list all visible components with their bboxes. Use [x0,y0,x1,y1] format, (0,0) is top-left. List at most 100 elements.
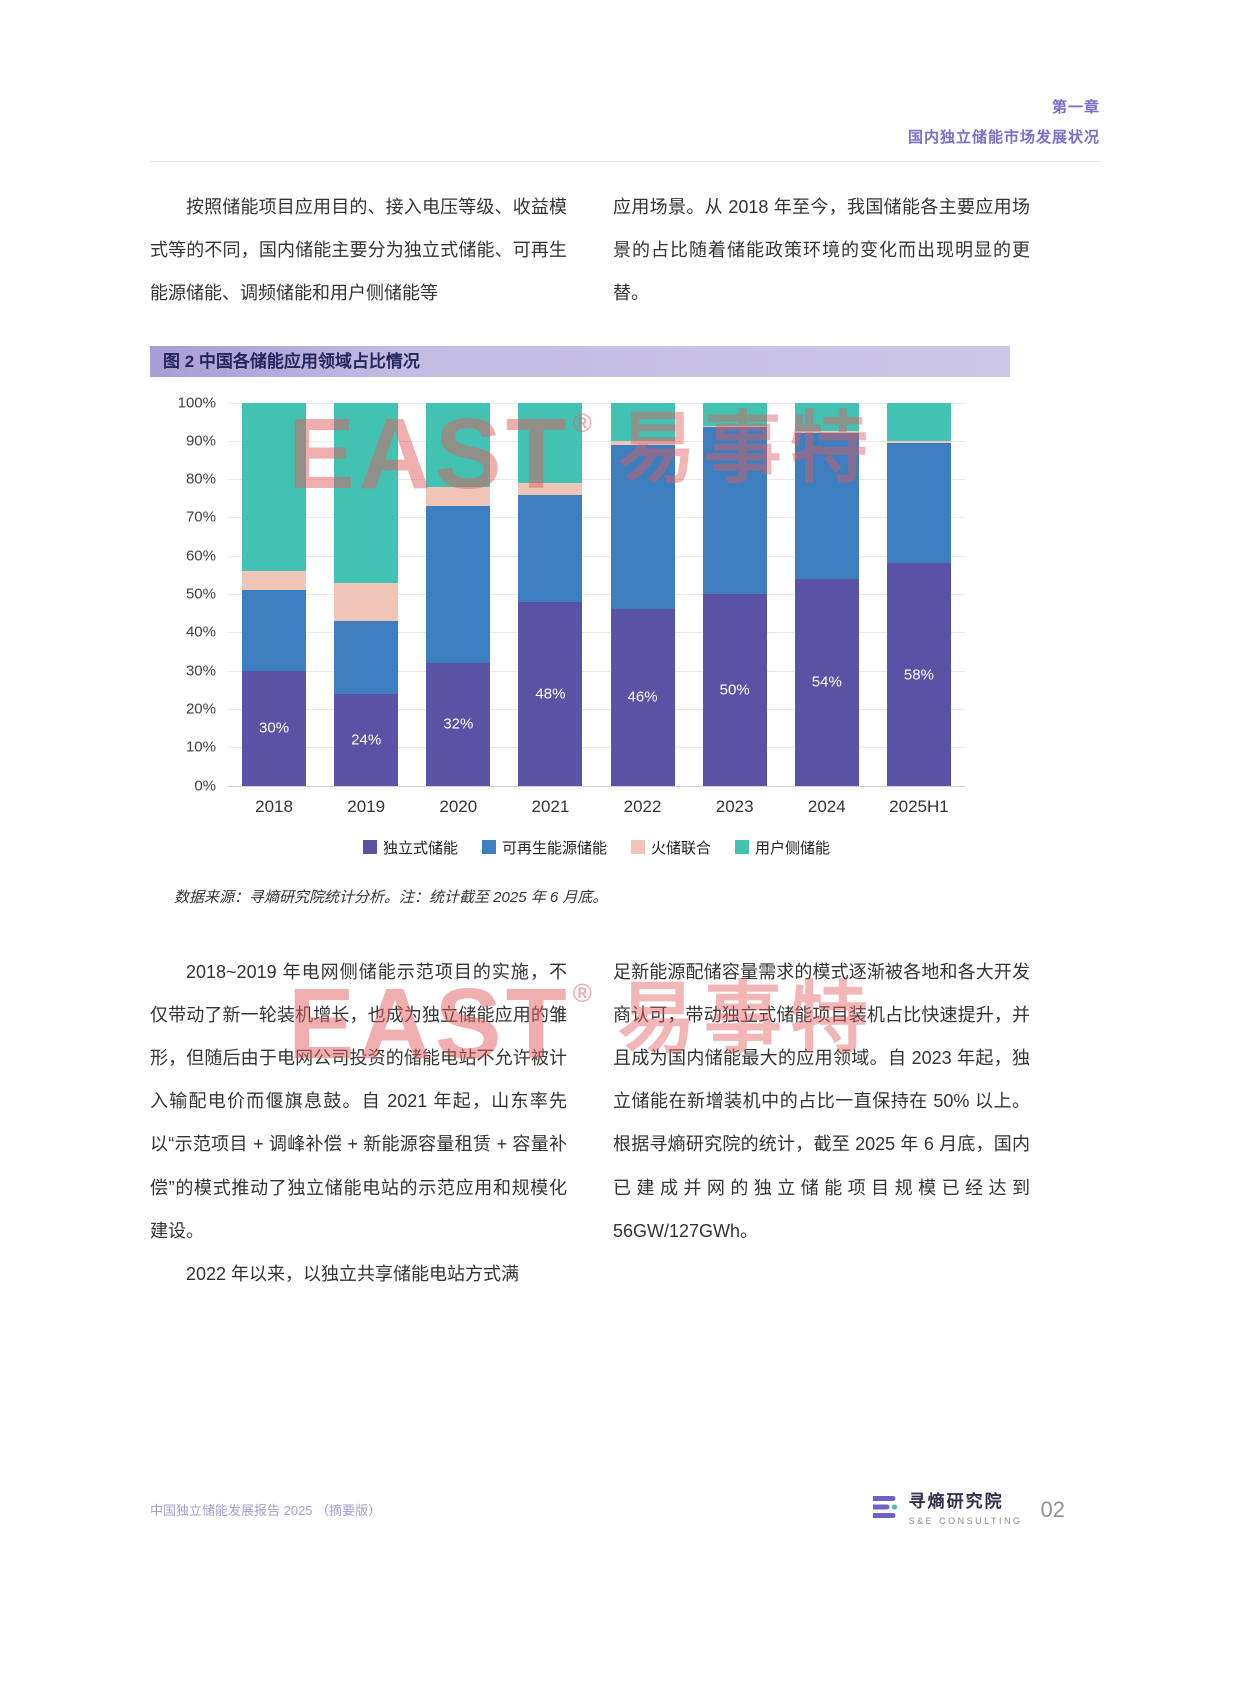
bar-segment [334,582,399,621]
stacked-bar-2025H1: 58% [886,402,951,786]
bar-slot: 58% [873,402,965,786]
bar-segment [426,506,491,664]
body-right-column: 足新能源配储容量需求的模式逐渐被各地和各大开发商认可，带动独立式储能项目装机占比… [613,951,1030,1297]
bar-value-label: 46% [627,688,658,706]
stacked-bar-2021: 48% [518,402,583,786]
bar-segment [702,427,767,595]
gridline [228,517,965,519]
bar-segment [610,402,675,441]
source-note: 数据来源：寻熵研究院统计分析。注：统计截至 2025 年 6 月底。 [174,888,608,906]
bar-segment [242,590,307,671]
gridline [228,708,965,710]
chart-bars: 30% 24% 32% 48% 46% 50% 54% 58% [228,402,965,786]
chart-plot: 30% 24% 32% 48% 46% 50% 54% 58% [228,402,965,787]
x-axis-label: 2025H1 [889,796,949,816]
stacked-bar-2023: 50% [702,402,767,786]
intro-paragraph-right: 应用场景。从 2018 年至今，我国储能各主要应用场景的占比随着储能政策环境的变… [613,197,1030,304]
bar-value-label: 32% [443,715,474,733]
y-axis-spacer [150,797,228,817]
legend-item: 独立式储能 [362,837,458,858]
intro-right-column: 应用场景。从 2018 年至今，我国储能各主要应用场景的占比随着储能政策环境的变… [613,186,1030,316]
legend-swatch [481,840,496,855]
y-tick-label: 70% [185,508,216,526]
gridline [228,479,965,481]
bar-slot: 50% [689,402,781,786]
chart-legend: 独立式储能 可再生能源储能 火储联合 用户侧储能 [228,837,1010,858]
stacked-bar-2018: 30% [242,402,307,786]
bar-segment: 50% [702,594,767,786]
brand-subtitle: S&E CONSULTING [908,1515,1023,1526]
legend-item: 用户侧储能 [735,837,830,858]
y-tick-label: 60% [185,547,216,565]
gridline [228,785,965,787]
bar-segment [702,425,767,428]
bar-segment [886,442,951,564]
bar-value-label: 48% [535,685,566,703]
legend-label: 用户侧储能 [755,839,831,857]
bar-slot: 54% [781,402,873,786]
legend-item: 可再生能源储能 [481,837,607,858]
legend-label: 火储联合 [651,839,712,857]
legend-label: 可再生能源储能 [501,839,607,857]
y-tick-label: 20% [185,700,216,718]
gridline [228,670,965,672]
gridline [228,440,965,442]
bar-segment [426,486,491,506]
y-tick-label: 80% [185,470,216,488]
chapter-title: 国内独立储能市场发展状况 [907,129,1100,146]
bar-segment [334,620,399,694]
bar-segment [426,402,491,487]
brand-logo-icon [869,1492,899,1527]
bar-segment: 48% [518,601,583,786]
gridline [228,632,965,634]
body-paragraph-1: 2018~2019 年电网侧储能示范项目的实施，不仅带动了新一轮装机增长，也成为… [150,961,567,1241]
figure-title-bar: 图 2 中国各储能应用领域占比情况 [150,345,1010,377]
bar-slot: 48% [504,402,596,786]
body-left-column: 2018~2019 年电网侧储能示范项目的实施，不仅带动了新一轮装机增长，也成为… [150,951,567,1297]
legend-swatch [735,840,750,855]
bar-value-label: 58% [903,666,934,683]
bar-slot: 30% [228,402,320,786]
bar-value-label: 54% [811,673,842,691]
stacked-bar-2024: 54% [794,402,859,786]
bar-segment [242,402,307,572]
legend-swatch [631,840,645,855]
header-divider [150,161,1100,162]
bar-segment [242,571,307,591]
bar-segment [334,402,399,583]
chart-y-axis: 100% 90% 80% 70% 60% 50% 40% 30% 20% 10% 0% [150,394,228,794]
bar-segment [702,402,767,426]
page-number: 02 [1040,1496,1065,1522]
x-axis-label: 2019 [347,796,386,816]
bar-segment [886,402,951,441]
bar-segment [794,431,859,434]
intro-section: 按照储能项目应用目的、接入电压等级、收益模式等的不同，国内储能主要分为独立式储能… [150,186,1030,316]
y-tick-label: 90% [185,432,216,450]
bar-value-label: 30% [259,719,290,737]
bar-segment [794,433,859,579]
bar-segment [886,440,951,443]
bar-segment: 32% [426,663,491,786]
footer-report-title: 中国独立储能发展报告 2025 （摘要版） [150,1503,382,1518]
body-paragraph-2: 2022 年以来，以独立共享储能电站方式满 [186,1263,520,1284]
bar-slot: 24% [320,402,412,786]
bar-value-label: 50% [719,681,750,699]
stacked-bar-2022: 46% [610,402,675,786]
body-section: 2018~2019 年电网侧储能示范项目的实施，不仅带动了新一轮装机增长，也成为… [150,951,1030,1297]
bar-segment: 58% [886,563,951,786]
bar-segment [518,402,583,484]
page-header: 第一章 国内独立储能市场发展状况 [150,0,1100,162]
x-axis-label: 2021 [531,796,570,816]
bar-segment: 24% [334,693,399,786]
y-tick-label: 100% [177,394,216,412]
bar-slot: 46% [597,402,689,786]
bar-segment [610,444,675,610]
gridline [228,747,965,749]
brand-text-block: 寻熵研究院 S&E CONSULTING [909,1492,1023,1526]
footer-brand: 寻熵研究院 S&E CONSULTING 02 [869,1492,1065,1527]
bar-segment: 46% [610,609,675,786]
x-axis-label: 2023 [715,796,754,816]
y-tick-label: 10% [185,738,216,756]
gridline [228,555,965,557]
